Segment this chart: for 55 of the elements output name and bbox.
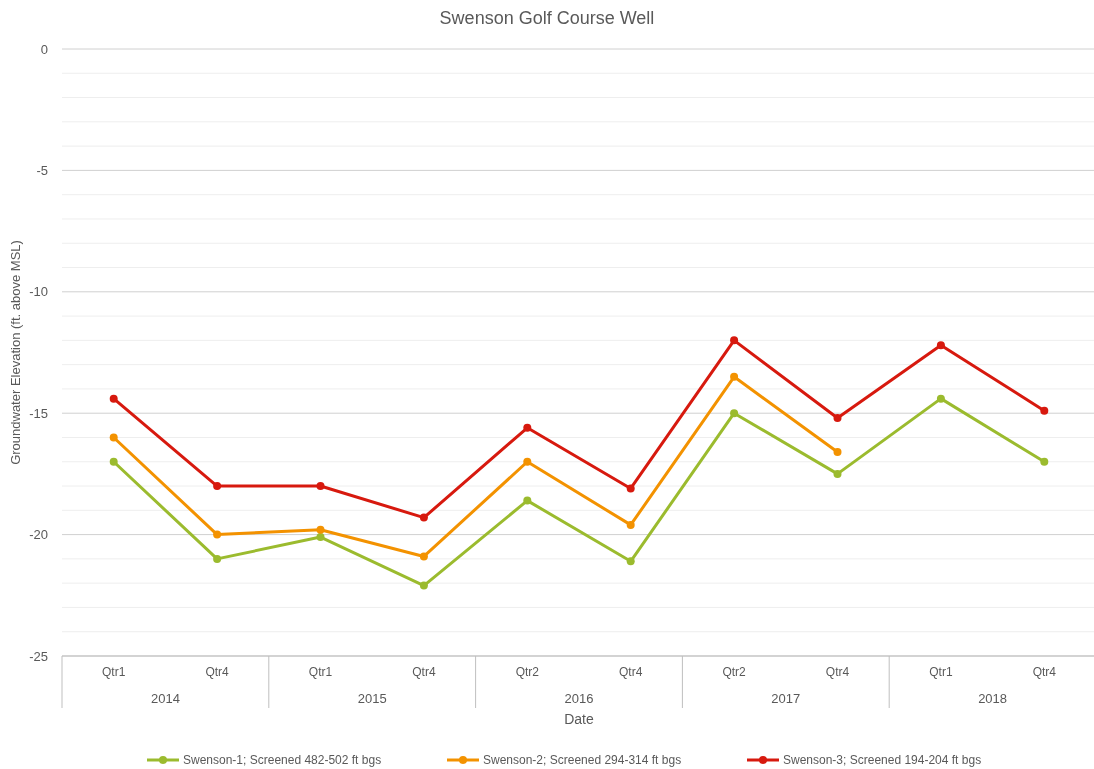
- legend-label: Swenson-1; Screened 482-502 ft bgs: [183, 753, 382, 768]
- point: [419, 513, 428, 522]
- point: [833, 414, 842, 423]
- point: [833, 448, 842, 457]
- y-axis-title: Groundwater Elevation (ft. above MSL): [8, 240, 23, 465]
- chart-title: Swenson Golf Course Well: [439, 8, 655, 28]
- point: [523, 457, 532, 466]
- y-tick-label: -20: [29, 527, 48, 543]
- point: [626, 557, 635, 566]
- point: [523, 496, 532, 505]
- x-tick-label: Qtr4: [619, 665, 643, 679]
- point: [1040, 406, 1049, 415]
- x-tick-label: Qtr4: [412, 665, 436, 679]
- point: [109, 433, 118, 442]
- x-tick-label: Qtr2: [515, 665, 540, 679]
- x-tick-label: Qtr2: [722, 665, 747, 679]
- point: [626, 484, 635, 493]
- legend-label: Swenson-3; Screened 194-204 ft bgs: [783, 753, 982, 768]
- point: [213, 530, 222, 539]
- y-tick-label: -10: [29, 284, 48, 300]
- text: 2016: [564, 691, 594, 706]
- point: [730, 336, 739, 345]
- point: [936, 341, 945, 350]
- point: [316, 525, 325, 534]
- x-tick-label: Qtr1: [929, 665, 953, 679]
- x-tick-label: Qtr1: [102, 665, 126, 679]
- y-tick-label: -5: [36, 162, 48, 178]
- y-tick-label: -15: [29, 405, 48, 421]
- y-tick-label: 0: [40, 41, 48, 57]
- point: [730, 372, 739, 381]
- point: [419, 581, 428, 590]
- point: [730, 409, 739, 418]
- point: [213, 482, 222, 491]
- text: 2018: [978, 691, 1008, 706]
- x-tick-label: Qtr4: [825, 665, 850, 679]
- point: [419, 552, 428, 561]
- y-tick-label: -25: [29, 648, 48, 664]
- point: [109, 457, 118, 466]
- point: [316, 533, 325, 542]
- x-tick-label: Qtr4: [1032, 665, 1057, 679]
- text: 2015: [357, 691, 387, 706]
- point: [213, 554, 222, 563]
- point: [316, 482, 325, 491]
- point: [833, 469, 842, 478]
- x-axis-title: Date: [564, 711, 594, 727]
- x-tick-label: Qtr4: [205, 665, 230, 679]
- point: [626, 520, 635, 529]
- point: [523, 423, 532, 432]
- legend-label: Swenson-2; Screened 294-314 ft bgs: [483, 753, 682, 768]
- x-tick-label: Qtr1: [308, 665, 333, 679]
- text: 2014: [150, 691, 180, 706]
- text: 2017: [771, 691, 801, 706]
- point: [109, 394, 118, 403]
- point: [936, 394, 945, 403]
- point: [1040, 457, 1049, 466]
